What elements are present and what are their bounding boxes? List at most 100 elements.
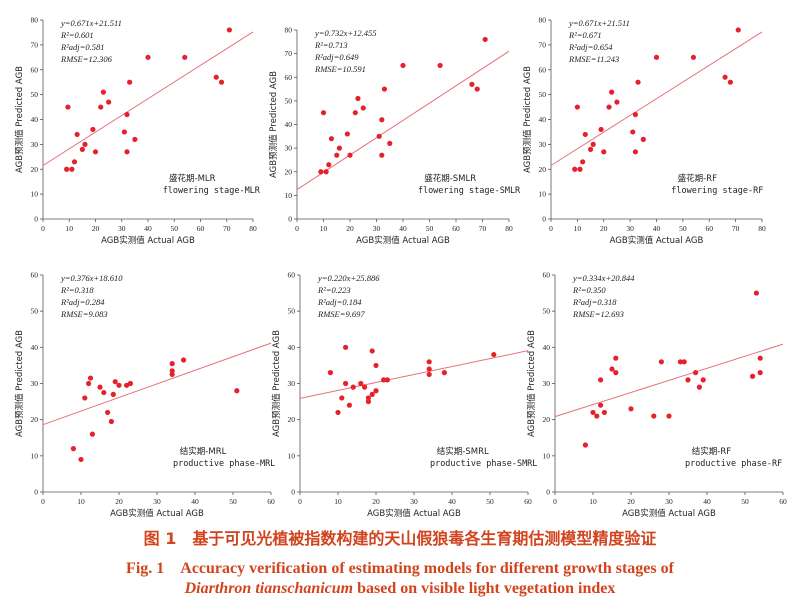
x-tick-label: 10 [66, 224, 74, 233]
data-point [234, 388, 240, 394]
data-point [722, 74, 728, 80]
data-point [318, 169, 324, 175]
y-tick-label: 50 [539, 90, 547, 99]
stat-line: RMSE=12.306 [60, 54, 113, 64]
x-tick-label: 70 [732, 224, 740, 233]
regression-line [550, 31, 763, 166]
regression-line [554, 343, 784, 418]
stage-label-en: flowering stage-RF [671, 186, 763, 196]
x-tick-label: 20 [92, 224, 100, 233]
y-tick-label: 20 [31, 165, 39, 174]
stage-label-cn: 盛花期-RF [678, 173, 717, 184]
data-point [609, 89, 615, 95]
stat-line: R²adj=0.284 [60, 297, 105, 307]
stage-label-cn: 结实期-RF [692, 446, 731, 457]
data-point [108, 418, 114, 425]
stat-line: y=0.671x+21.511 [568, 18, 630, 28]
data-point [373, 362, 379, 369]
x-tick-label: 10 [77, 497, 85, 506]
data-point [640, 136, 646, 142]
stat-line: y=0.376x+18.610 [60, 273, 123, 283]
data-point [344, 131, 350, 137]
y-tick-label: 50 [288, 307, 296, 316]
data-point [336, 145, 342, 151]
figure-caption-en-line2: Diarthron tianschanicum based on visible… [0, 580, 800, 598]
x-tick-label: 60 [267, 497, 275, 506]
data-point [355, 95, 361, 102]
y-tick-label: 0 [542, 215, 546, 224]
y-axis-title: AGB预测值 Predicted AGB [268, 71, 279, 178]
y-tick-label: 20 [543, 415, 551, 424]
x-tick-label: 20 [627, 497, 635, 506]
y-tick-label: 10 [288, 451, 296, 460]
scatter-panel-1: 0 10 20 30 40 50 60 70 80 0 10 20 30 40 50 60 70 80 AGB实测值… [14, 16, 261, 247]
y-axis-title: AGB预测值 Predicted AGB [526, 330, 537, 437]
regression-line [299, 350, 529, 399]
data-point [358, 380, 364, 387]
x-tick-label: 80 [758, 224, 766, 233]
x-tick-label: 60 [197, 224, 205, 233]
data-point [365, 398, 371, 405]
x-tick-label: 50 [426, 224, 434, 233]
data-point [381, 377, 387, 383]
data-point [145, 54, 151, 60]
data-point [369, 348, 375, 354]
data-point [379, 117, 385, 123]
x-tick-label: 10 [320, 224, 328, 233]
stage-label-cn: 结实期-SMRL [437, 446, 489, 457]
data-point [369, 391, 375, 397]
y-tick-label: 10 [285, 191, 293, 200]
scatter-panel-6: 0 10 20 30 40 50 60 0 10 20 30 40 50 60 AGB实测值 Actual … [526, 271, 787, 520]
data-point [86, 380, 92, 387]
data-point [696, 384, 703, 390]
y-tick-label: 10 [31, 190, 39, 199]
data-point [182, 54, 188, 60]
data-point [635, 79, 641, 85]
y-tick-label: 0 [34, 488, 38, 497]
x-tick-label: 30 [665, 497, 673, 506]
data-point [594, 413, 600, 419]
y-axis-title: AGB预测值 Predicted AGB [522, 66, 533, 173]
x-tick-label: 60 [706, 224, 714, 233]
y-tick-label: 40 [288, 343, 296, 352]
y-tick-label: 80 [539, 16, 547, 25]
data-point [757, 370, 763, 376]
data-point [587, 146, 594, 152]
data-point [346, 402, 352, 408]
data-point [727, 79, 733, 85]
data-point [97, 384, 103, 390]
y-tick-label: 10 [539, 190, 547, 199]
x-tick-label: 30 [373, 224, 381, 233]
data-point [580, 159, 586, 165]
x-tick-label: 30 [118, 224, 126, 233]
stat-line: RMSE=12.693 [572, 309, 624, 319]
x-tick-label: 10 [574, 224, 582, 233]
y-tick-label: 0 [288, 215, 292, 224]
stat-line: y=0.334x+20.844 [572, 273, 635, 283]
data-point [79, 146, 85, 152]
x-tick-label: 20 [372, 497, 380, 506]
y-tick-label: 50 [285, 96, 293, 105]
x-tick-label: 60 [452, 224, 460, 233]
data-point [352, 110, 358, 116]
stat-line: R²adj=0.649 [314, 52, 359, 62]
x-tick-label: 50 [229, 497, 237, 506]
y-tick-label: 60 [285, 73, 293, 82]
data-point [681, 359, 687, 365]
data-point [226, 27, 232, 33]
x-tick-label: 30 [153, 497, 161, 506]
data-point [362, 384, 368, 390]
data-point [735, 27, 741, 33]
data-point [441, 370, 447, 376]
x-tick-label: 30 [410, 497, 418, 506]
data-point [437, 62, 443, 69]
data-point [658, 359, 665, 365]
data-point [100, 89, 106, 95]
data-point [328, 136, 335, 142]
y-tick-label: 0 [291, 488, 295, 497]
data-point [632, 149, 639, 155]
data-point [609, 366, 615, 372]
x-tick-label: 0 [295, 224, 299, 233]
x-tick-label: 0 [549, 224, 553, 233]
data-point [379, 152, 385, 158]
